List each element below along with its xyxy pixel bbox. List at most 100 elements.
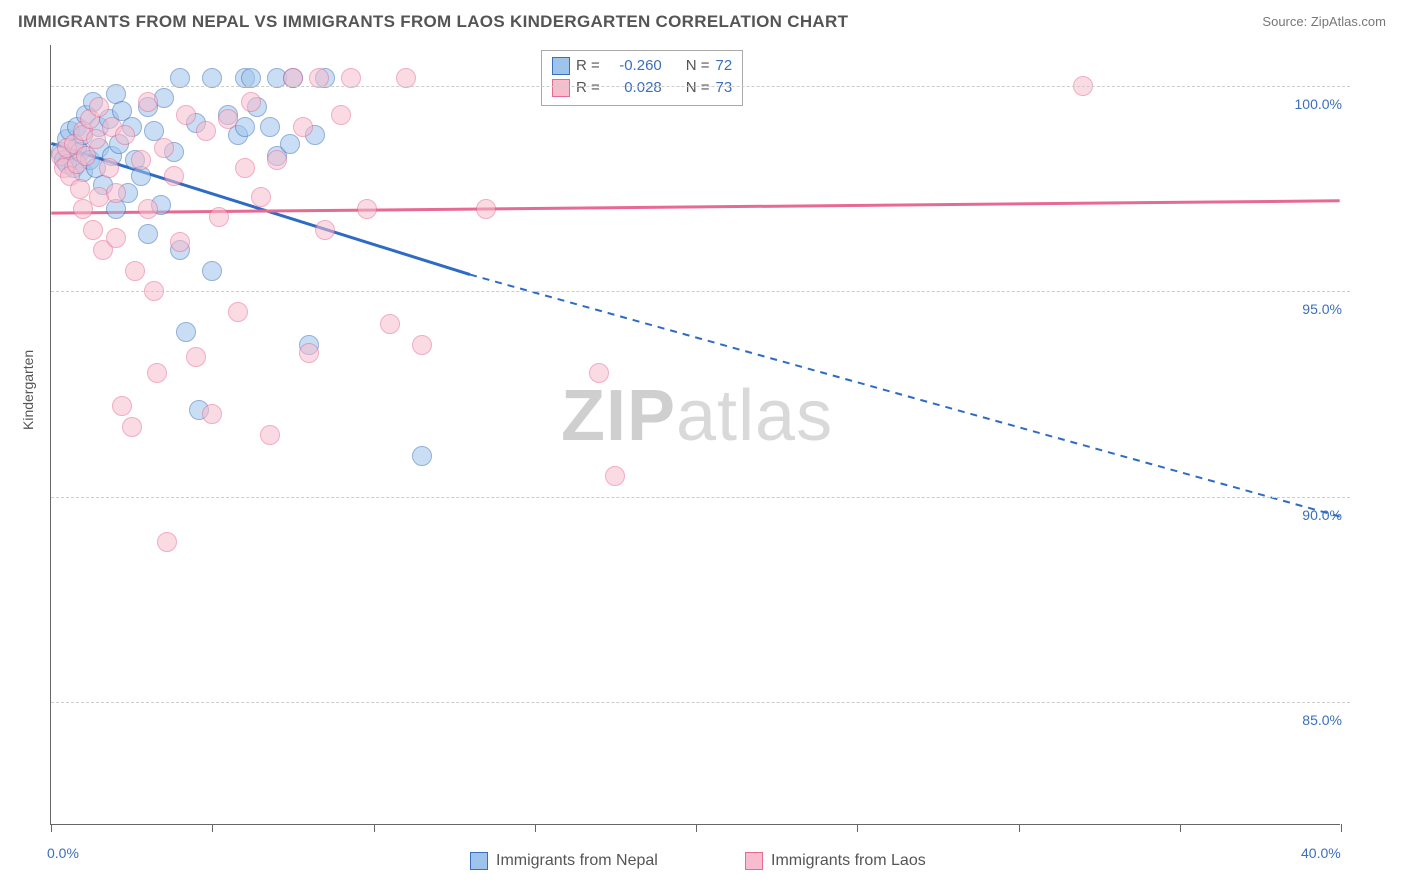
scatter-point-laos bbox=[341, 68, 361, 88]
r-value: -0.260 bbox=[606, 55, 662, 77]
x-tick bbox=[857, 824, 858, 832]
watermark-light: atlas bbox=[676, 376, 833, 456]
scatter-point-laos bbox=[309, 68, 329, 88]
scatter-point-nepal bbox=[412, 446, 432, 466]
scatter-point-laos bbox=[331, 105, 351, 125]
scatter-point-laos bbox=[115, 125, 135, 145]
swatch-laos-icon bbox=[552, 79, 570, 97]
scatter-point-nepal bbox=[170, 68, 190, 88]
scatter-point-laos bbox=[157, 532, 177, 552]
scatter-point-laos bbox=[170, 232, 190, 252]
scatter-point-nepal bbox=[241, 68, 261, 88]
stats-legend-row-nepal: R = -0.260 N = 72 bbox=[552, 55, 732, 77]
x-tick bbox=[696, 824, 697, 832]
grid-line bbox=[51, 702, 1350, 703]
scatter-point-laos bbox=[283, 68, 303, 88]
scatter-point-laos bbox=[147, 363, 167, 383]
scatter-point-nepal bbox=[280, 134, 300, 154]
scatter-point-laos bbox=[186, 347, 206, 367]
scatter-point-laos bbox=[138, 199, 158, 219]
bottom-legend-laos: Immigrants from Laos bbox=[745, 852, 926, 870]
scatter-point-laos bbox=[241, 92, 261, 112]
x-tick-label: 40.0% bbox=[1301, 845, 1341, 861]
scatter-point-laos bbox=[412, 335, 432, 355]
scatter-point-laos bbox=[251, 187, 271, 207]
scatter-point-laos bbox=[202, 404, 222, 424]
swatch-nepal bbox=[470, 852, 488, 870]
scatter-point-laos bbox=[589, 363, 609, 383]
swatch-nepal-icon bbox=[552, 57, 570, 75]
scatter-point-nepal bbox=[260, 117, 280, 137]
chart-title: IMMIGRANTS FROM NEPAL VS IMMIGRANTS FROM… bbox=[18, 12, 848, 32]
scatter-point-laos bbox=[293, 117, 313, 137]
n-label: N = bbox=[686, 77, 710, 99]
scatter-point-laos bbox=[176, 105, 196, 125]
x-tick bbox=[212, 824, 213, 832]
scatter-point-laos bbox=[131, 150, 151, 170]
n-value: 72 bbox=[716, 55, 733, 77]
x-tick bbox=[1019, 824, 1020, 832]
scatter-point-laos bbox=[260, 425, 280, 445]
scatter-point-laos bbox=[605, 466, 625, 486]
source-value: ZipAtlas.com bbox=[1311, 14, 1386, 29]
scatter-point-laos bbox=[315, 220, 335, 240]
r-label: R = bbox=[576, 77, 600, 99]
scatter-point-laos bbox=[89, 97, 109, 117]
source-attribution: Source: ZipAtlas.com bbox=[1262, 14, 1386, 29]
scatter-point-laos bbox=[396, 68, 416, 88]
x-tick bbox=[1341, 824, 1342, 832]
scatter-point-laos bbox=[299, 343, 319, 363]
watermark-bold: ZIP bbox=[561, 376, 676, 456]
y-tick-label: 85.0% bbox=[1302, 712, 1342, 728]
scatter-point-laos bbox=[154, 138, 174, 158]
grid-line bbox=[51, 291, 1350, 292]
y-tick-label: 95.0% bbox=[1302, 301, 1342, 317]
bottom-legend-nepal: Immigrants from Nepal bbox=[470, 852, 658, 870]
grid-line bbox=[51, 497, 1350, 498]
watermark: ZIPatlas bbox=[561, 375, 833, 457]
swatch-laos bbox=[745, 852, 763, 870]
y-tick-label: 100.0% bbox=[1295, 96, 1342, 112]
scatter-point-laos bbox=[164, 166, 184, 186]
bottom-legend-nepal-label: Immigrants from Nepal bbox=[496, 852, 658, 870]
scatter-point-laos bbox=[112, 396, 132, 416]
scatter-point-nepal bbox=[176, 322, 196, 342]
scatter-point-laos bbox=[122, 417, 142, 437]
scatter-point-laos bbox=[99, 158, 119, 178]
scatter-point-laos bbox=[106, 183, 126, 203]
source-label: Source: bbox=[1262, 14, 1307, 29]
scatter-point-laos bbox=[218, 109, 238, 129]
scatter-point-laos bbox=[380, 314, 400, 334]
n-label: N = bbox=[686, 55, 710, 77]
chart-plot-area: ZIPatlas R = -0.260 N = 72 R = 0.028 N = 73 85.… bbox=[50, 45, 1340, 825]
x-tick bbox=[1180, 824, 1181, 832]
scatter-point-laos bbox=[125, 261, 145, 281]
scatter-point-laos bbox=[106, 228, 126, 248]
r-label: R = bbox=[576, 55, 600, 77]
scatter-point-laos bbox=[235, 158, 255, 178]
scatter-point-laos bbox=[70, 179, 90, 199]
grid-line bbox=[51, 86, 1350, 87]
scatter-point-laos bbox=[196, 121, 216, 141]
r-value: 0.028 bbox=[606, 77, 662, 99]
scatter-point-laos bbox=[228, 302, 248, 322]
y-tick-label: 90.0% bbox=[1302, 507, 1342, 523]
x-tick bbox=[374, 824, 375, 832]
scatter-point-nepal bbox=[138, 224, 158, 244]
stats-legend-box: R = -0.260 N = 72 R = 0.028 N = 73 bbox=[541, 50, 743, 106]
scatter-point-laos bbox=[476, 199, 496, 219]
scatter-point-laos bbox=[267, 150, 287, 170]
scatter-point-nepal bbox=[202, 261, 222, 281]
bottom-legend-laos-label: Immigrants from Laos bbox=[771, 852, 926, 870]
scatter-point-laos bbox=[209, 207, 229, 227]
stats-legend-row-laos: R = 0.028 N = 73 bbox=[552, 77, 732, 99]
x-tick-label: 0.0% bbox=[47, 845, 79, 861]
scatter-point-laos bbox=[357, 199, 377, 219]
scatter-point-nepal bbox=[202, 68, 222, 88]
x-tick bbox=[535, 824, 536, 832]
scatter-point-laos bbox=[138, 92, 158, 112]
y-axis-label: Kindergarten bbox=[20, 350, 36, 430]
x-tick bbox=[51, 824, 52, 832]
n-value: 73 bbox=[716, 77, 733, 99]
scatter-point-laos bbox=[83, 220, 103, 240]
